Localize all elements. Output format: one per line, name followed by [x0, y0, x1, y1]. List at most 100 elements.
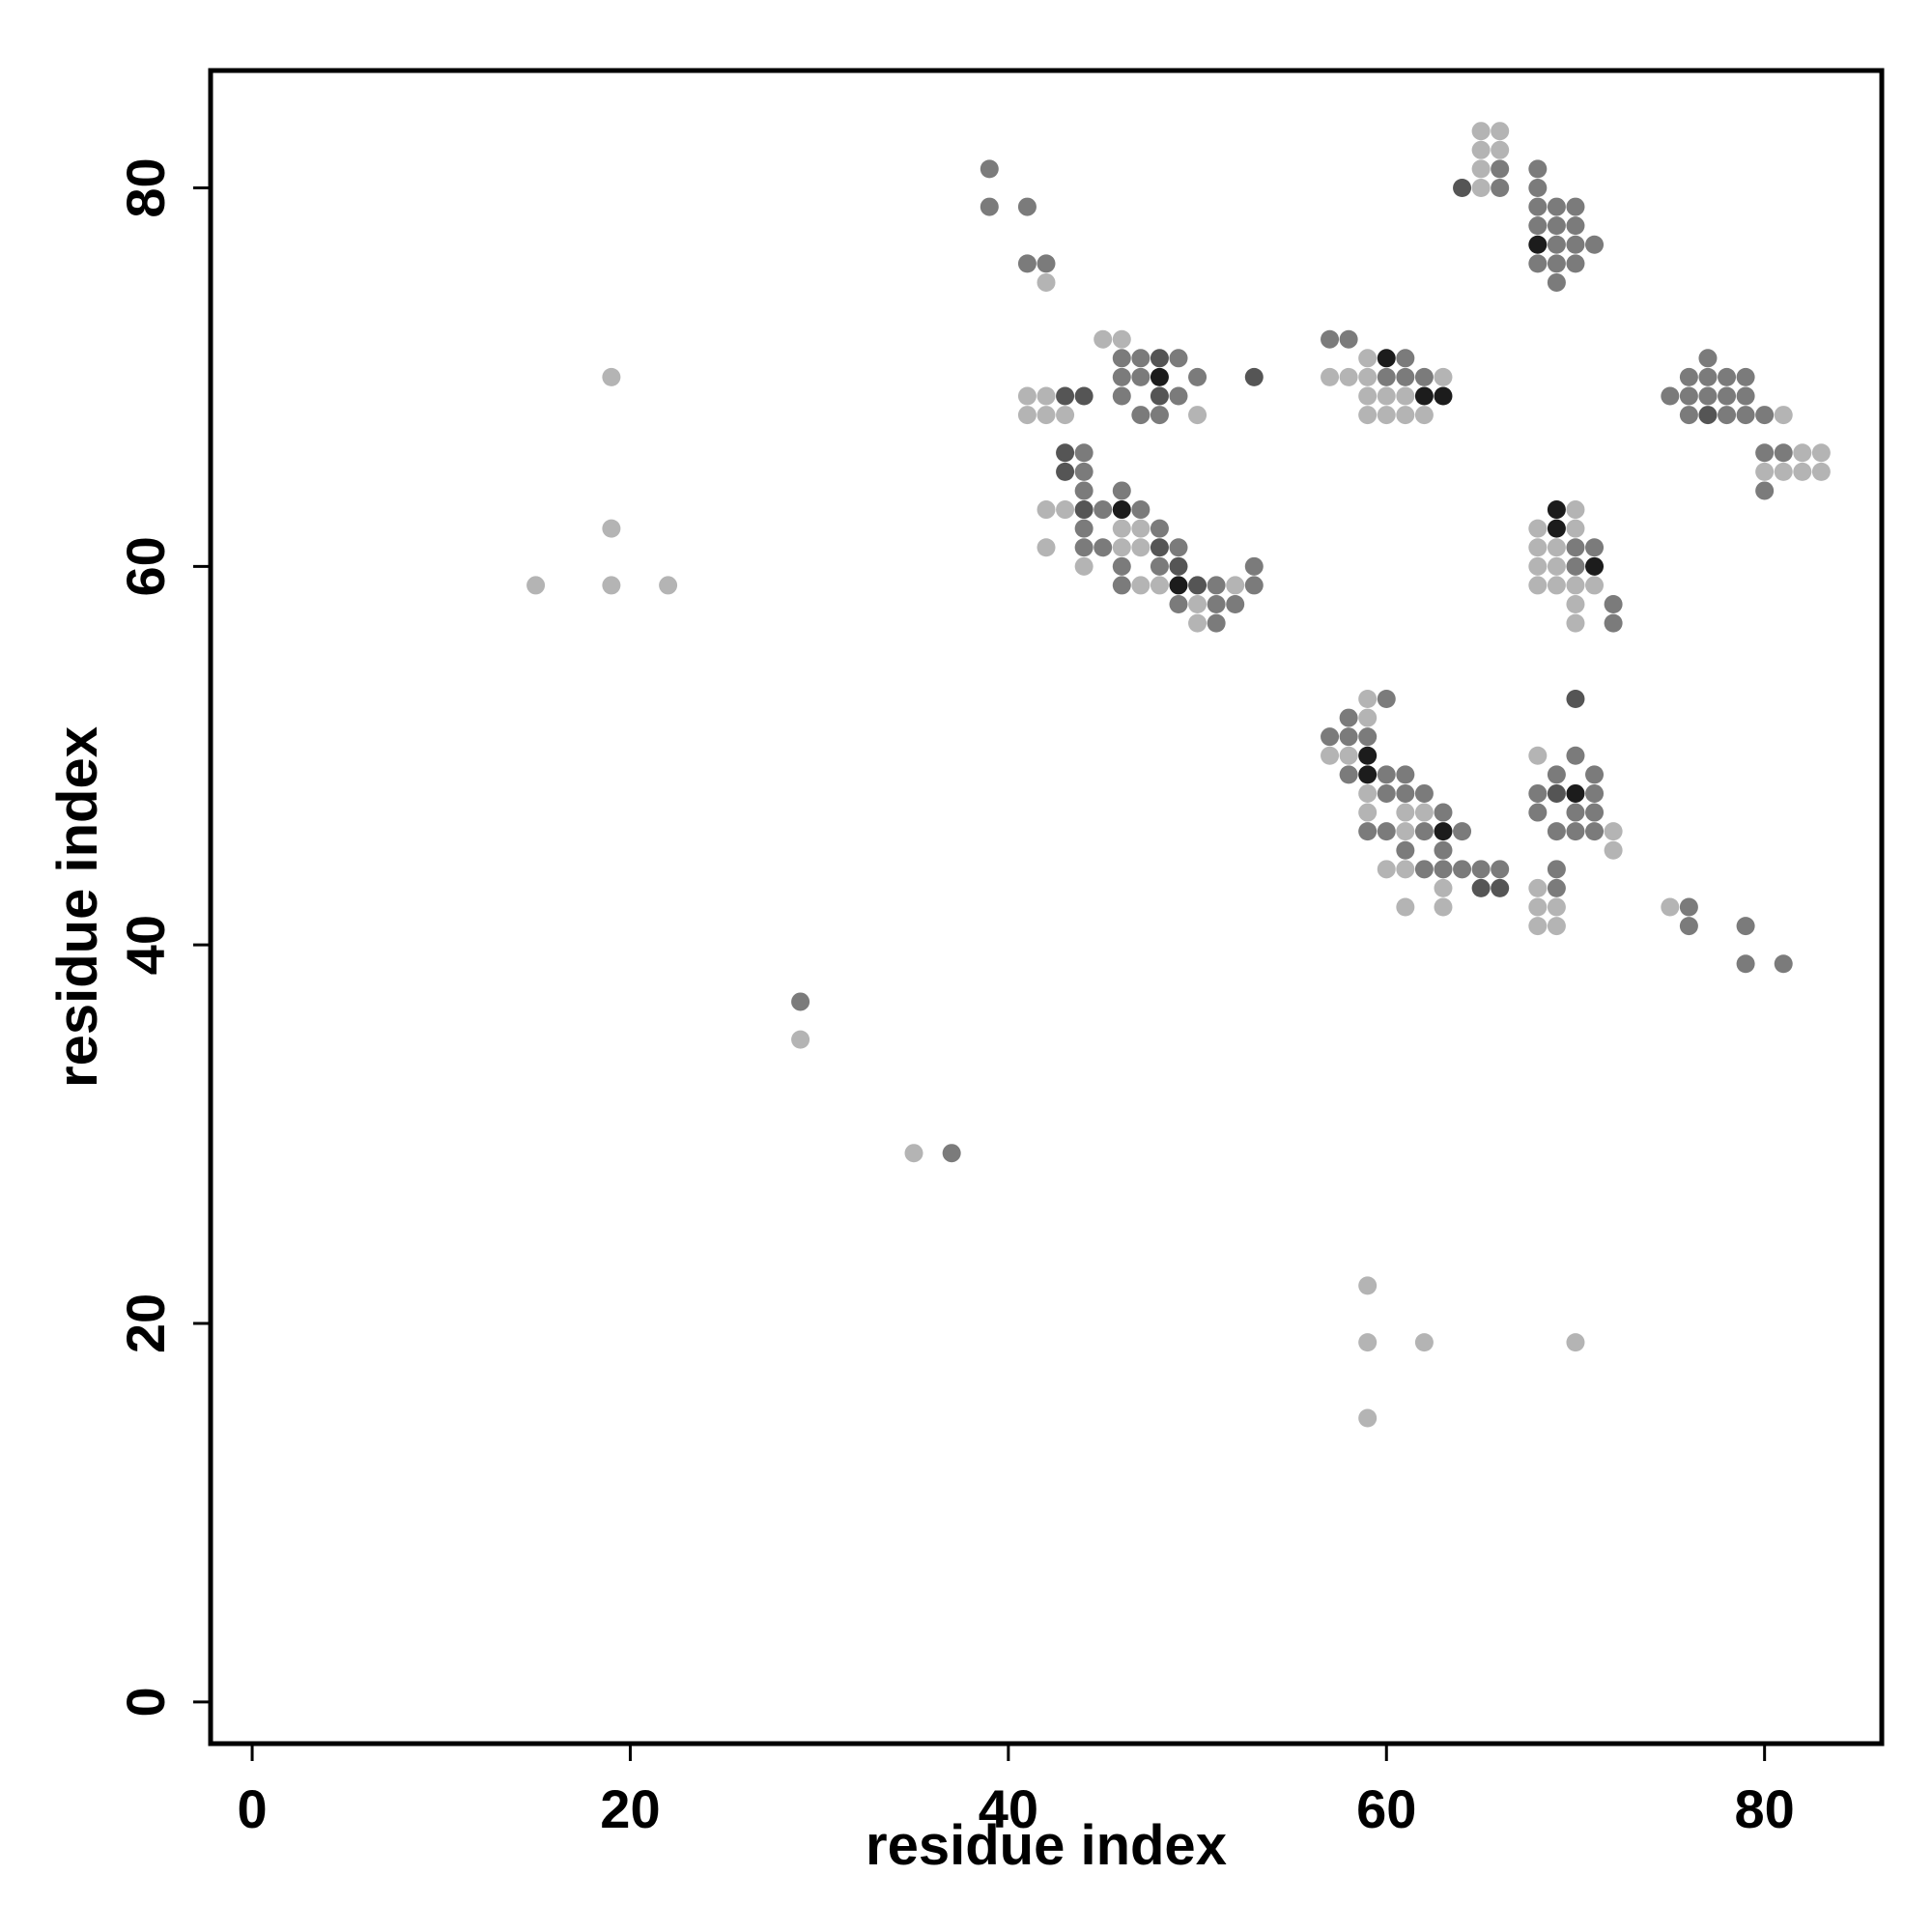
contact-point	[1112, 386, 1131, 406]
contact-point	[1434, 803, 1453, 822]
x-tick-label: 80	[1735, 1778, 1795, 1839]
contact-point	[1037, 386, 1056, 406]
contact-point	[1358, 746, 1378, 765]
contact-point	[1169, 349, 1188, 368]
contact-point	[1414, 406, 1434, 425]
contact-point	[1377, 765, 1396, 784]
contact-point	[1244, 367, 1264, 386]
contact-point	[1491, 122, 1510, 141]
contact-point	[1358, 689, 1378, 708]
contact-point	[1679, 406, 1698, 425]
contact-point	[1131, 367, 1151, 386]
contact-point	[1396, 840, 1415, 860]
contact-point	[1774, 462, 1793, 481]
contact-point	[1017, 197, 1037, 216]
contact-point	[1150, 386, 1169, 406]
contact-point	[1528, 576, 1548, 595]
contact-point	[1528, 878, 1548, 897]
contact-point	[659, 576, 678, 595]
contact-point	[1131, 500, 1151, 520]
contact-point	[1774, 406, 1793, 425]
contact-point	[1396, 803, 1415, 822]
contact-point	[1736, 954, 1755, 974]
contact-point	[1585, 822, 1605, 841]
contact-point	[1358, 367, 1378, 386]
contact-point	[1736, 917, 1755, 936]
contact-point	[1547, 254, 1566, 273]
contact-point	[1396, 860, 1415, 879]
y-axis-ticks: 0 20 40 60 80	[115, 157, 211, 1717]
contact-point	[1679, 917, 1698, 936]
y-tick-label: 0	[115, 1687, 176, 1717]
contact-point	[1566, 822, 1585, 841]
contact-point	[1358, 803, 1378, 822]
contact-point	[1811, 462, 1831, 481]
contact-point	[1736, 406, 1755, 425]
contact-point	[1017, 406, 1037, 425]
contact-point	[1339, 727, 1358, 747]
contact-point	[1566, 519, 1585, 538]
contact-point	[1491, 140, 1510, 159]
contact-point	[1321, 746, 1340, 765]
contact-point	[1358, 1276, 1378, 1295]
contact-point	[1528, 197, 1548, 216]
contact-point	[1774, 954, 1793, 974]
contact-point	[1112, 500, 1131, 520]
contact-point	[1755, 406, 1775, 425]
contact-point	[1528, 783, 1548, 803]
contact-point	[1377, 367, 1396, 386]
contact-point	[1566, 254, 1585, 273]
contact-point	[1679, 367, 1698, 386]
contact-point	[1453, 822, 1472, 841]
contact-point	[1471, 178, 1491, 197]
contact-point	[791, 992, 810, 1011]
contact-point	[1566, 216, 1585, 236]
contact-point	[1434, 386, 1453, 406]
contact-point	[602, 519, 621, 538]
x-tick-label: 40	[979, 1778, 1038, 1839]
contact-point	[1585, 235, 1605, 254]
contact-point	[1150, 519, 1169, 538]
contact-point	[1471, 122, 1491, 141]
contact-point	[1358, 406, 1378, 425]
contact-point	[1321, 727, 1340, 747]
contact-point	[1566, 538, 1585, 557]
contact-point	[1112, 538, 1131, 557]
contact-point	[1056, 386, 1075, 406]
contact-point	[1811, 443, 1831, 463]
contact-point	[1074, 386, 1094, 406]
contact-point	[1188, 613, 1208, 633]
contact-point	[602, 576, 621, 595]
contact-point	[1755, 443, 1775, 463]
contact-point	[1793, 462, 1812, 481]
contact-point	[1414, 822, 1434, 841]
contact-point	[1434, 822, 1453, 841]
contact-point	[1471, 140, 1491, 159]
x-tick-label: 0	[237, 1778, 267, 1839]
contact-point	[1017, 386, 1037, 406]
contact-point	[1112, 576, 1131, 595]
data-points	[526, 122, 1831, 1428]
contact-point	[1679, 897, 1698, 917]
contact-point	[1698, 386, 1718, 406]
contact-point	[1793, 443, 1812, 463]
contact-point	[1150, 349, 1169, 368]
contact-point	[1056, 406, 1075, 425]
contact-point	[1339, 765, 1358, 784]
contact-point	[1434, 860, 1453, 879]
contact-point	[1566, 595, 1585, 614]
contact-point	[1453, 178, 1472, 197]
contact-point	[1547, 897, 1566, 917]
contact-point	[1037, 500, 1056, 520]
contact-point	[1396, 406, 1415, 425]
contact-point	[1094, 538, 1113, 557]
contact-point	[1471, 860, 1491, 879]
contact-point	[1358, 1333, 1378, 1352]
contact-point	[1226, 576, 1245, 595]
contact-point	[1207, 576, 1226, 595]
contact-point	[1491, 178, 1510, 197]
contact-point	[1566, 783, 1585, 803]
contact-point	[1396, 367, 1415, 386]
contact-point	[1434, 897, 1453, 917]
contact-point	[904, 1144, 923, 1163]
